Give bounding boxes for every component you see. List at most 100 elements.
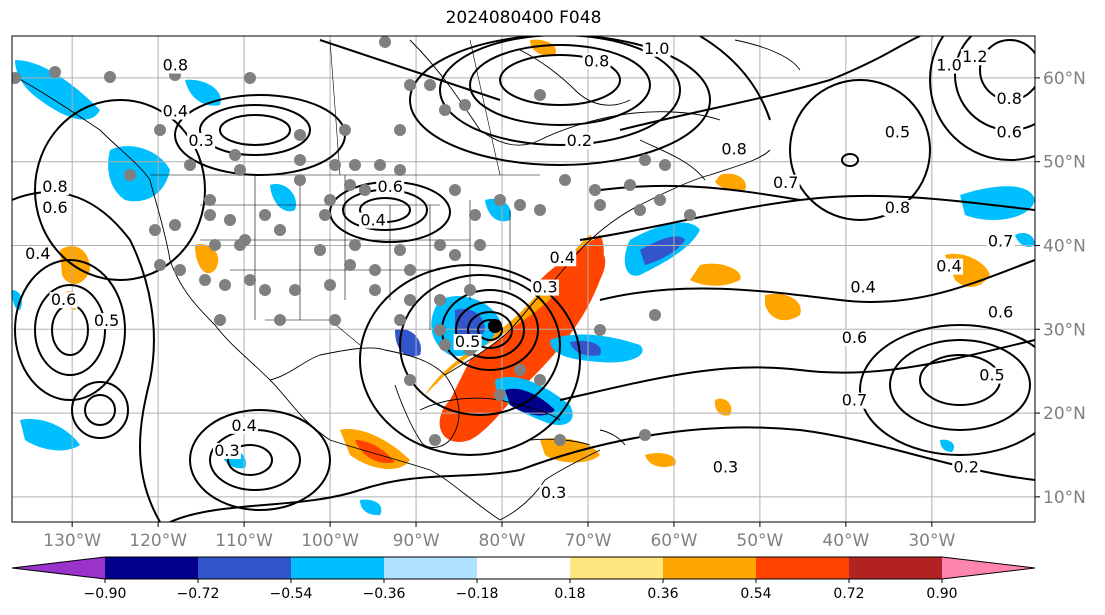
station-marker bbox=[329, 314, 341, 326]
colorbar-segment bbox=[105, 557, 198, 579]
colorbar-segment bbox=[663, 557, 756, 579]
svg-text:0.8: 0.8 bbox=[42, 177, 67, 196]
station-marker bbox=[394, 164, 406, 176]
colorbar-segment bbox=[849, 557, 942, 579]
station-marker bbox=[274, 224, 286, 236]
colorbar-extend-max bbox=[942, 557, 1035, 579]
colorbar-segment bbox=[756, 557, 849, 579]
station-marker bbox=[234, 164, 246, 176]
station-marker bbox=[49, 66, 61, 78]
station-marker bbox=[464, 284, 476, 296]
svg-text:1.2: 1.2 bbox=[962, 47, 987, 66]
station-marker bbox=[394, 244, 406, 256]
station-marker bbox=[259, 209, 271, 221]
station-marker bbox=[474, 239, 486, 251]
svg-text:1.0: 1.0 bbox=[644, 39, 669, 58]
station-marker bbox=[434, 324, 446, 336]
colorbar-segment bbox=[570, 557, 663, 579]
lat-tick-label: 30°N bbox=[1043, 320, 1086, 340]
lat-tick-label: 60°N bbox=[1043, 69, 1086, 89]
contour-label: 0.4 bbox=[548, 248, 577, 267]
shaded-field-positive bbox=[60, 39, 990, 470]
contour-label: 0.8 bbox=[883, 198, 912, 217]
lon-tick-label: 70°W bbox=[564, 531, 611, 551]
station-marker bbox=[324, 194, 336, 206]
station-marker bbox=[244, 274, 256, 286]
station-marker bbox=[204, 209, 216, 221]
colorbar-tick-label: −0.90 bbox=[84, 586, 127, 602]
contour-lines bbox=[12, 36, 1035, 522]
svg-text:0.8: 0.8 bbox=[996, 89, 1021, 108]
station-marker bbox=[229, 149, 241, 161]
station-marker bbox=[294, 154, 306, 166]
station-marker bbox=[344, 179, 356, 191]
contour-label: 0.2 bbox=[565, 131, 594, 150]
contour-labels: 0.81.0 1.21.00.80.60.40.3 0.2 0.80.70.50.80… bbox=[23, 39, 1024, 502]
lat-tick-label: 10°N bbox=[1043, 488, 1086, 508]
contour-label: 0.3 bbox=[539, 483, 568, 502]
station-marker bbox=[424, 79, 436, 91]
station-marker bbox=[494, 389, 506, 401]
station-marker bbox=[654, 194, 666, 206]
colorbar-extend-min bbox=[12, 557, 105, 579]
station-marker bbox=[469, 209, 481, 221]
contour-label: 1.0 bbox=[642, 39, 671, 58]
contour-label: 0.4 bbox=[935, 257, 964, 276]
station-marker bbox=[154, 259, 166, 271]
svg-text:0.5: 0.5 bbox=[455, 332, 480, 351]
svg-text:0.4: 0.4 bbox=[25, 244, 50, 263]
svg-text:0.4: 0.4 bbox=[850, 278, 875, 297]
station-marker bbox=[684, 209, 696, 221]
contour-label: 0.8 bbox=[720, 139, 749, 158]
contour-label: 0.8 bbox=[582, 51, 611, 70]
station-marker bbox=[219, 279, 231, 291]
station-marker bbox=[319, 209, 331, 221]
axis-ticks: 130°W 120°W 110°W 100°W 90°W 80°W 70°W 60°W 50°W… bbox=[43, 69, 1086, 551]
colorbar-tick-label: −0.54 bbox=[270, 586, 313, 602]
station-marker bbox=[184, 159, 196, 171]
station-marker bbox=[214, 314, 226, 326]
station-marker bbox=[374, 159, 386, 171]
station-marker bbox=[369, 284, 381, 296]
contour-label: 0.5 bbox=[92, 311, 121, 330]
station-marker bbox=[439, 104, 451, 116]
contour-label: 0.7 bbox=[840, 391, 869, 410]
station-marker bbox=[404, 79, 416, 91]
lon-tick-label: 90°W bbox=[393, 531, 440, 551]
colorbar-tick-label: 0.54 bbox=[740, 586, 771, 602]
contour-label: 0.6 bbox=[986, 303, 1015, 322]
contour-label: 0.8 bbox=[40, 177, 69, 196]
station-marker bbox=[534, 374, 546, 386]
station-marker bbox=[649, 309, 661, 321]
station-marker bbox=[169, 219, 181, 231]
svg-text:0.4: 0.4 bbox=[163, 102, 188, 121]
station-marker bbox=[204, 194, 216, 206]
station-marker bbox=[534, 204, 546, 216]
contour-label: 0.3 bbox=[711, 458, 740, 477]
station-marker bbox=[514, 199, 526, 211]
contour-label: 0.6 bbox=[376, 177, 405, 196]
station-marker bbox=[274, 314, 286, 326]
station-marker bbox=[259, 284, 271, 296]
svg-text:0.7: 0.7 bbox=[988, 231, 1013, 250]
station-marker bbox=[589, 184, 601, 196]
station-marker bbox=[404, 374, 416, 386]
lon-tick-label: 60°W bbox=[650, 531, 697, 551]
lon-tick-label: 100°W bbox=[301, 531, 359, 551]
svg-text:0.4: 0.4 bbox=[936, 257, 961, 276]
svg-text:0.4: 0.4 bbox=[231, 416, 256, 435]
contour-label: 0.6 bbox=[995, 123, 1024, 142]
svg-text:0.3: 0.3 bbox=[214, 441, 239, 460]
station-marker bbox=[634, 204, 646, 216]
colorbar-segment bbox=[477, 557, 570, 579]
station-marker bbox=[289, 284, 301, 296]
station-marker bbox=[124, 169, 136, 181]
svg-text:0.8: 0.8 bbox=[721, 139, 746, 158]
svg-text:0.8: 0.8 bbox=[885, 198, 910, 217]
contour-label: 0.7 bbox=[771, 173, 800, 192]
station-marker bbox=[349, 159, 361, 171]
svg-text:0.6: 0.6 bbox=[988, 303, 1013, 322]
contour-label: 0.2 bbox=[952, 458, 981, 477]
station-marker bbox=[174, 264, 186, 276]
